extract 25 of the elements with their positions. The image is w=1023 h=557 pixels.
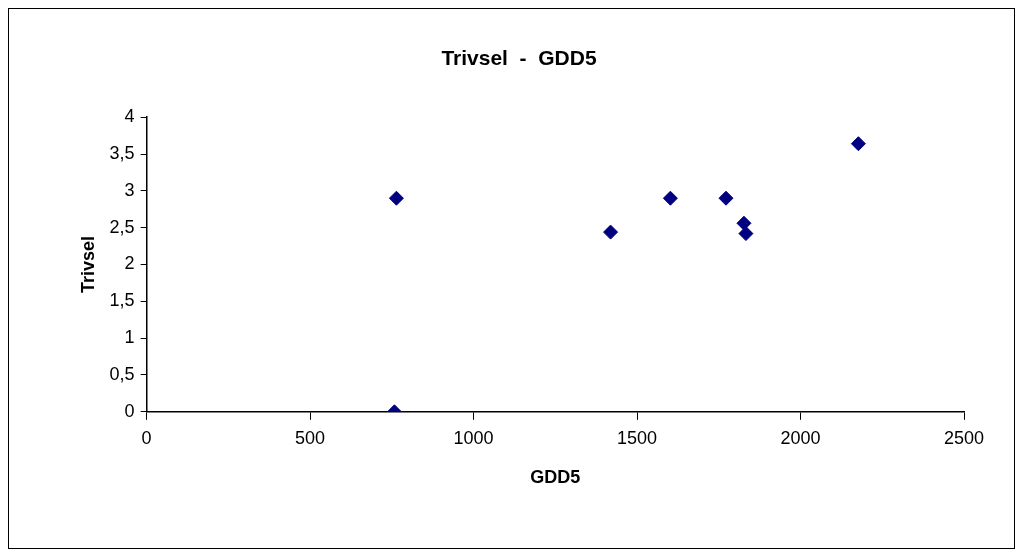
chart-title: Trivsel - GDD5: [441, 46, 597, 70]
point: [662, 190, 678, 206]
x-tick-label: 0: [141, 427, 152, 448]
y-tick-label: 0: [124, 400, 135, 421]
y-tick-label: 3,5: [109, 142, 135, 163]
x-tick-label: 1500: [617, 427, 658, 448]
y-tick-label: 1: [124, 327, 135, 348]
y-tick-label: 2,5: [109, 216, 135, 237]
x-axis-title: GDD5: [530, 467, 581, 488]
point: [603, 224, 619, 240]
y-tick-label: 4: [124, 106, 135, 127]
point: [736, 215, 752, 231]
x-tick-label: 2000: [780, 427, 821, 448]
point: [388, 190, 404, 206]
x-tick-label: 500: [295, 427, 326, 448]
y-tick-label: 3: [124, 179, 135, 200]
y-tick-label: 2: [124, 253, 135, 274]
y-axis-title: Trivsel: [77, 235, 98, 294]
x-tick-label: 1000: [453, 427, 494, 448]
x-tick-label: 2500: [943, 427, 985, 448]
y-tick-label: 0,5: [109, 363, 135, 384]
point: [850, 136, 866, 152]
point: [738, 226, 754, 242]
y-tick-label: 1,5: [109, 290, 135, 311]
point: [718, 190, 734, 206]
